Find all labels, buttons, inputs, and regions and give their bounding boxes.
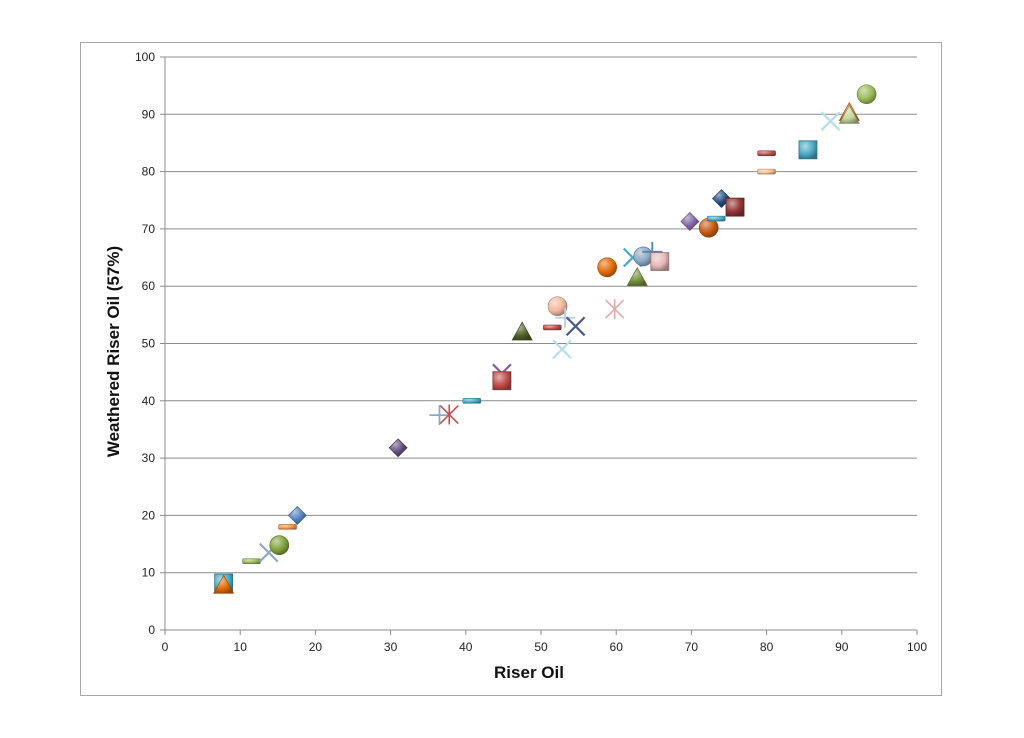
x-tick-label: 70 — [685, 640, 699, 654]
y-tick-label: 60 — [142, 279, 156, 293]
x-tick-label: 10 — [234, 640, 248, 654]
y-tick-label: 20 — [142, 508, 156, 522]
y-tick-label: 40 — [142, 394, 156, 408]
data-point-square — [492, 371, 512, 391]
x-tick-label: 80 — [760, 640, 774, 654]
x-tick-label: 20 — [309, 640, 323, 654]
scatter-chart: 0 10 20 30 40 50 60 70 80 90 100 0 10 20 30 40 50 60 70 80 9… — [104, 50, 927, 682]
data-point-plus — [429, 405, 450, 426]
x-tick-label: 100 — [907, 640, 927, 654]
x-tick-label: 0 — [162, 640, 169, 654]
data-point-triangle — [213, 574, 235, 594]
data-point-dash — [757, 150, 776, 157]
x-tick-label: 40 — [459, 640, 473, 654]
y-tick-label: 0 — [148, 623, 155, 637]
data-point-circle — [269, 535, 290, 555]
y-tick-label: 80 — [142, 165, 156, 179]
data-point-diamond — [680, 212, 700, 231]
x-tick-label: 50 — [534, 640, 548, 654]
gridlines — [165, 56, 917, 574]
data-point-triangle — [511, 321, 533, 341]
x-tick-label: 60 — [610, 640, 624, 654]
data-point-diamond — [388, 438, 408, 458]
data-point-dash — [242, 558, 261, 564]
data-point-dash — [543, 324, 562, 331]
data-point-dash — [757, 168, 776, 175]
data-point-circle — [547, 296, 568, 317]
data-point-asterisk — [439, 404, 459, 425]
y-tick-label: 90 — [142, 107, 156, 121]
data-point-square — [798, 140, 818, 160]
data-point-dash — [706, 215, 726, 222]
data-point-circle — [856, 84, 877, 105]
data-point-asterisk — [605, 299, 625, 320]
data-point-triangle — [838, 104, 860, 124]
y-tick-label: 30 — [142, 451, 156, 465]
x-tick-label: 90 — [835, 640, 849, 654]
data-points — [213, 84, 877, 594]
tick-labels: 0 10 20 30 40 50 60 70 80 90 100 0 10 20 30 40 50 60 70 80 9… — [135, 50, 927, 654]
y-tick-label: 50 — [142, 337, 156, 351]
x-axis-title: Riser Oil — [494, 663, 564, 682]
y-axis-title: Weathered Riser Oil (57%) — [104, 246, 123, 457]
axes — [160, 56, 918, 635]
data-point-plus — [555, 307, 576, 328]
data-point-square — [725, 197, 745, 217]
data-point-x — [565, 316, 586, 337]
y-tick-label: 70 — [142, 222, 156, 236]
chart-frame: 0 10 20 30 40 50 60 70 80 90 100 0 10 20 30 40 50 60 70 80 9… — [80, 42, 942, 696]
data-point-dash — [278, 524, 297, 530]
x-tick-label: 30 — [384, 640, 398, 654]
data-point-circle — [597, 257, 617, 278]
data-point-diamond — [287, 505, 307, 525]
data-point-dash — [462, 398, 482, 404]
data-point-triangle — [626, 266, 648, 286]
data-point-x — [820, 111, 841, 131]
data-point-x — [552, 339, 572, 360]
data-point-circle — [633, 246, 654, 267]
y-tick-label: 10 — [142, 566, 156, 580]
data-point-square — [650, 252, 670, 271]
y-tick-label: 100 — [135, 50, 155, 64]
